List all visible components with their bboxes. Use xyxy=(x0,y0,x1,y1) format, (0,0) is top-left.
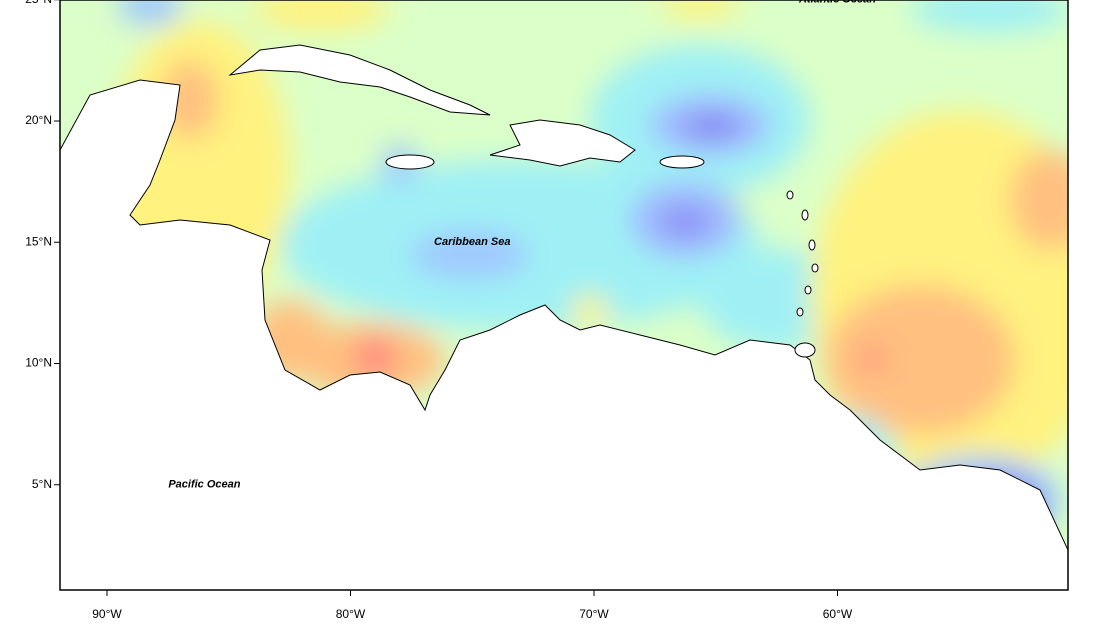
jamaica xyxy=(385,154,435,170)
lon-tick-label: 90°W xyxy=(92,607,122,621)
map-frame xyxy=(59,0,1069,591)
cuba xyxy=(228,44,491,116)
lon-tick-label: 70°W xyxy=(579,607,609,621)
ocean-label: Atlantic Ocean xyxy=(798,0,876,6)
ocean-label: Caribbean Sea xyxy=(434,236,510,248)
lat-tick-label: 5°N xyxy=(32,477,52,491)
lat-tick-label: 20°N xyxy=(25,113,52,127)
lon-tick-label: 60°W xyxy=(823,607,853,621)
lat-tick-label: 15°N xyxy=(25,234,52,248)
puerto-rico xyxy=(659,155,705,169)
map-area: Atlantic Ocean Caribbean Sea Pacific Ocean xyxy=(60,0,1068,590)
lon-tick-label: 80°W xyxy=(336,607,366,621)
mainland xyxy=(60,79,1068,590)
hispaniola xyxy=(489,119,636,167)
lat-tick-label: 10°N xyxy=(25,356,52,370)
lat-tick-label: 25°N xyxy=(25,0,52,6)
lesser-antilles xyxy=(786,190,819,358)
ocean-label: Pacific Ocean xyxy=(168,479,240,491)
